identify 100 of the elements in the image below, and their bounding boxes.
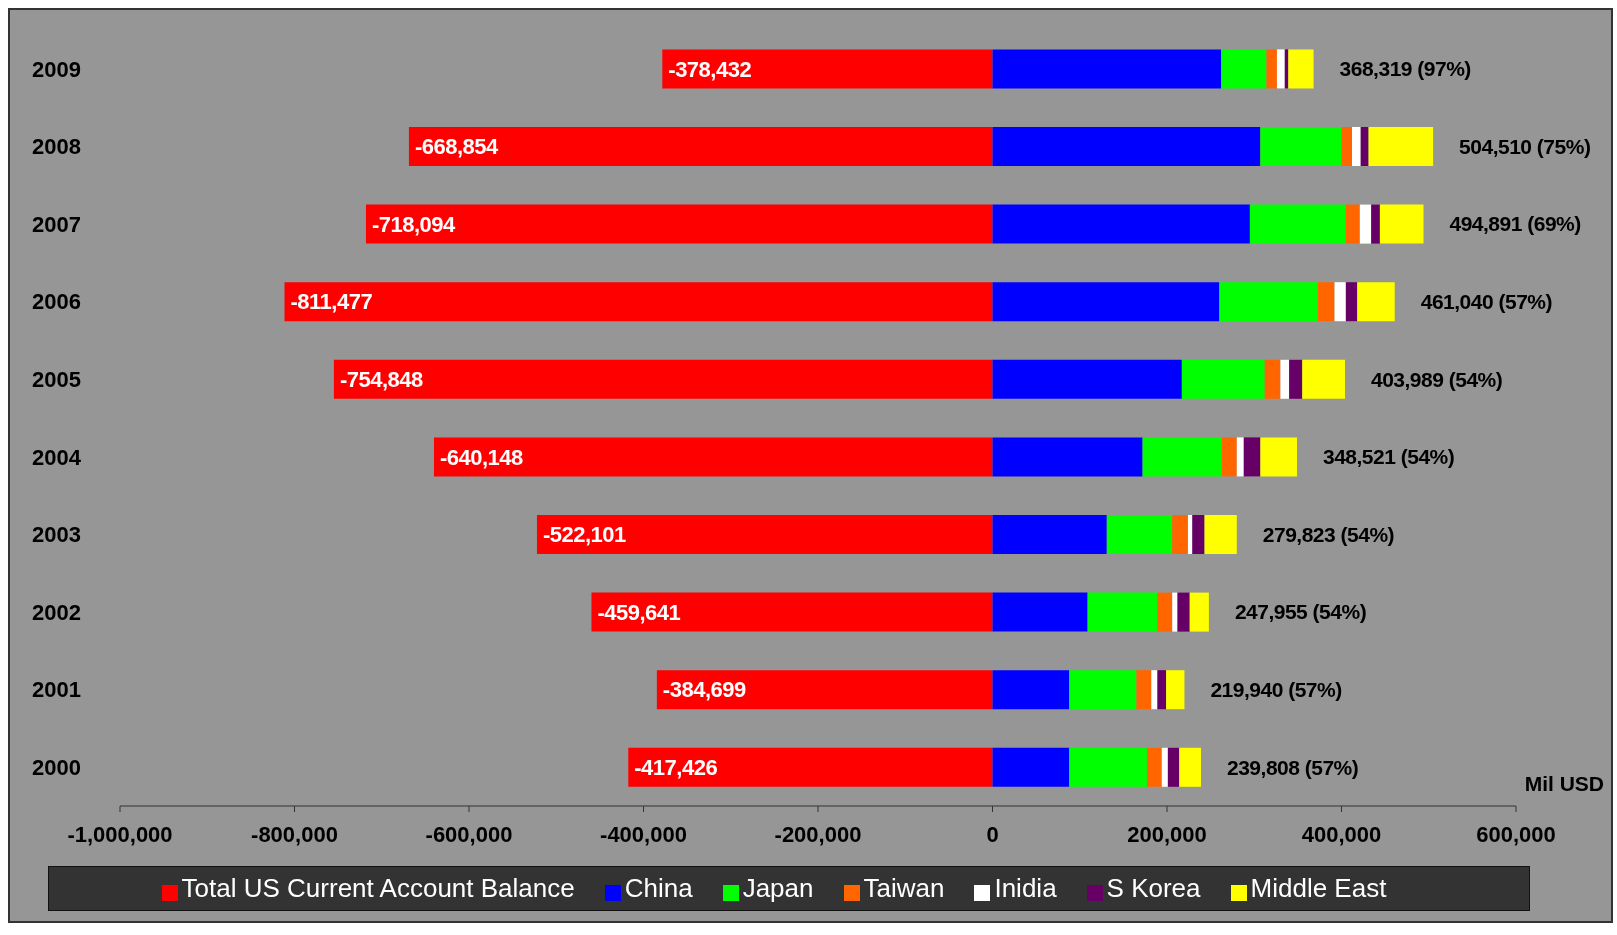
bar: [992, 204, 1250, 244]
bar: [1177, 592, 1190, 632]
bar: [1289, 359, 1303, 399]
y-tick-label: 2007: [32, 211, 81, 237]
bar: [408, 127, 993, 166]
bar: [1360, 127, 1369, 166]
y-tick-label: 2008: [32, 134, 81, 160]
bar: [992, 282, 1220, 322]
bar: [1359, 204, 1372, 244]
y-tick-label: 2000: [32, 755, 81, 781]
bar: [1172, 592, 1178, 632]
x-tick-label: -800,000: [251, 821, 338, 847]
y-tick-label: 2004: [32, 444, 82, 470]
bar: [1189, 592, 1209, 632]
bar: [1260, 437, 1297, 477]
data-label: -378,432: [668, 56, 752, 82]
bar: [1371, 204, 1380, 244]
legend-label: Total US Current Account Balance: [181, 873, 575, 903]
data-label: -668,854: [414, 134, 500, 160]
bar: [1317, 282, 1335, 322]
bar: [1181, 359, 1265, 399]
total-label: 403,989 (54%): [1370, 367, 1503, 391]
bar: [1221, 49, 1267, 89]
total-label: 219,940 (57%): [1210, 678, 1342, 702]
bar: [1187, 515, 1193, 554]
bar: [1136, 670, 1152, 710]
bar: [1179, 747, 1202, 787]
bar: [992, 747, 1070, 787]
bar: [536, 515, 993, 554]
legend-label: Japan: [742, 873, 814, 903]
x-tick-label: 0: [986, 821, 999, 847]
bar: [365, 204, 993, 244]
x-tick-label: -600,000: [425, 821, 513, 847]
legend-label: Taiwan: [863, 873, 945, 903]
bar: [1357, 282, 1395, 322]
bar: [1166, 670, 1185, 710]
data-label: -718,094: [371, 211, 457, 237]
total-label: 247,955 (54%): [1234, 600, 1367, 624]
bar: [1192, 515, 1205, 554]
bar: [992, 359, 1182, 399]
data-label: -811,477: [290, 289, 373, 315]
total-label: 494,891 (69%): [1449, 212, 1581, 236]
data-label: -754,848: [339, 367, 424, 392]
legend-label: Inidia: [994, 873, 1057, 903]
bar: [1142, 437, 1222, 477]
total-label: 461,040 (57%): [1420, 290, 1552, 314]
bar: [1167, 747, 1180, 787]
bar: [628, 747, 993, 787]
bar: [656, 670, 993, 710]
bar: [992, 592, 1088, 632]
bar: [1151, 670, 1158, 710]
bar: [1236, 437, 1244, 477]
y-tick-label: 2002: [32, 599, 81, 625]
bar: [1219, 282, 1318, 322]
x-tick-label: 600,000: [1476, 821, 1556, 847]
total-label: 279,823 (54%): [1262, 522, 1395, 546]
data-label: -417,426: [634, 755, 718, 780]
bar: [992, 670, 1070, 710]
bar: [1345, 282, 1358, 322]
y-tick-label: 2006: [32, 289, 81, 315]
bar: [1106, 515, 1173, 554]
total-label: 368,319 (97%): [1339, 57, 1471, 81]
bar: [1302, 359, 1345, 399]
legend-label: S Korea: [1106, 873, 1201, 903]
bar: [1368, 127, 1434, 166]
x-tick-label: 400,000: [1301, 821, 1382, 847]
bar: [1341, 127, 1352, 166]
data-label: -640,148: [439, 444, 524, 470]
bar: [1221, 437, 1237, 477]
bar: [1266, 49, 1277, 89]
bar: [1345, 204, 1360, 244]
y-tick-label: 2005: [32, 367, 81, 393]
bar: [333, 359, 993, 399]
legend-label: China: [624, 873, 693, 903]
bar: [1288, 49, 1314, 89]
bar: [1157, 670, 1167, 710]
x-axis-title: Mil USD: [1524, 771, 1604, 795]
bar: [1276, 49, 1285, 89]
bar: [284, 282, 993, 322]
bar: [1260, 127, 1342, 166]
total-label: 348,521 (54%): [1323, 445, 1455, 469]
x-tick-label: -200,000: [774, 821, 862, 847]
bar: [433, 437, 993, 477]
bar: [1351, 127, 1361, 166]
x-tick-label: -1,000,000: [67, 821, 173, 847]
bar: [591, 592, 993, 632]
total-label: 504,510 (75%): [1459, 134, 1591, 158]
y-tick-label: 2003: [32, 522, 81, 548]
y-tick-label: 2001: [32, 677, 81, 703]
bar: [1161, 747, 1168, 787]
bar: [1249, 204, 1346, 244]
bar: [1243, 437, 1261, 477]
y-tick-label: 2009: [32, 56, 81, 82]
bar: [1204, 515, 1237, 554]
x-tick-label: -400,000: [600, 821, 687, 847]
data-label: -522,101: [542, 522, 627, 548]
bar: [1264, 359, 1281, 399]
bar: [1069, 670, 1137, 710]
total-label: 239,808 (57%): [1227, 755, 1359, 779]
bar: [992, 127, 1261, 166]
